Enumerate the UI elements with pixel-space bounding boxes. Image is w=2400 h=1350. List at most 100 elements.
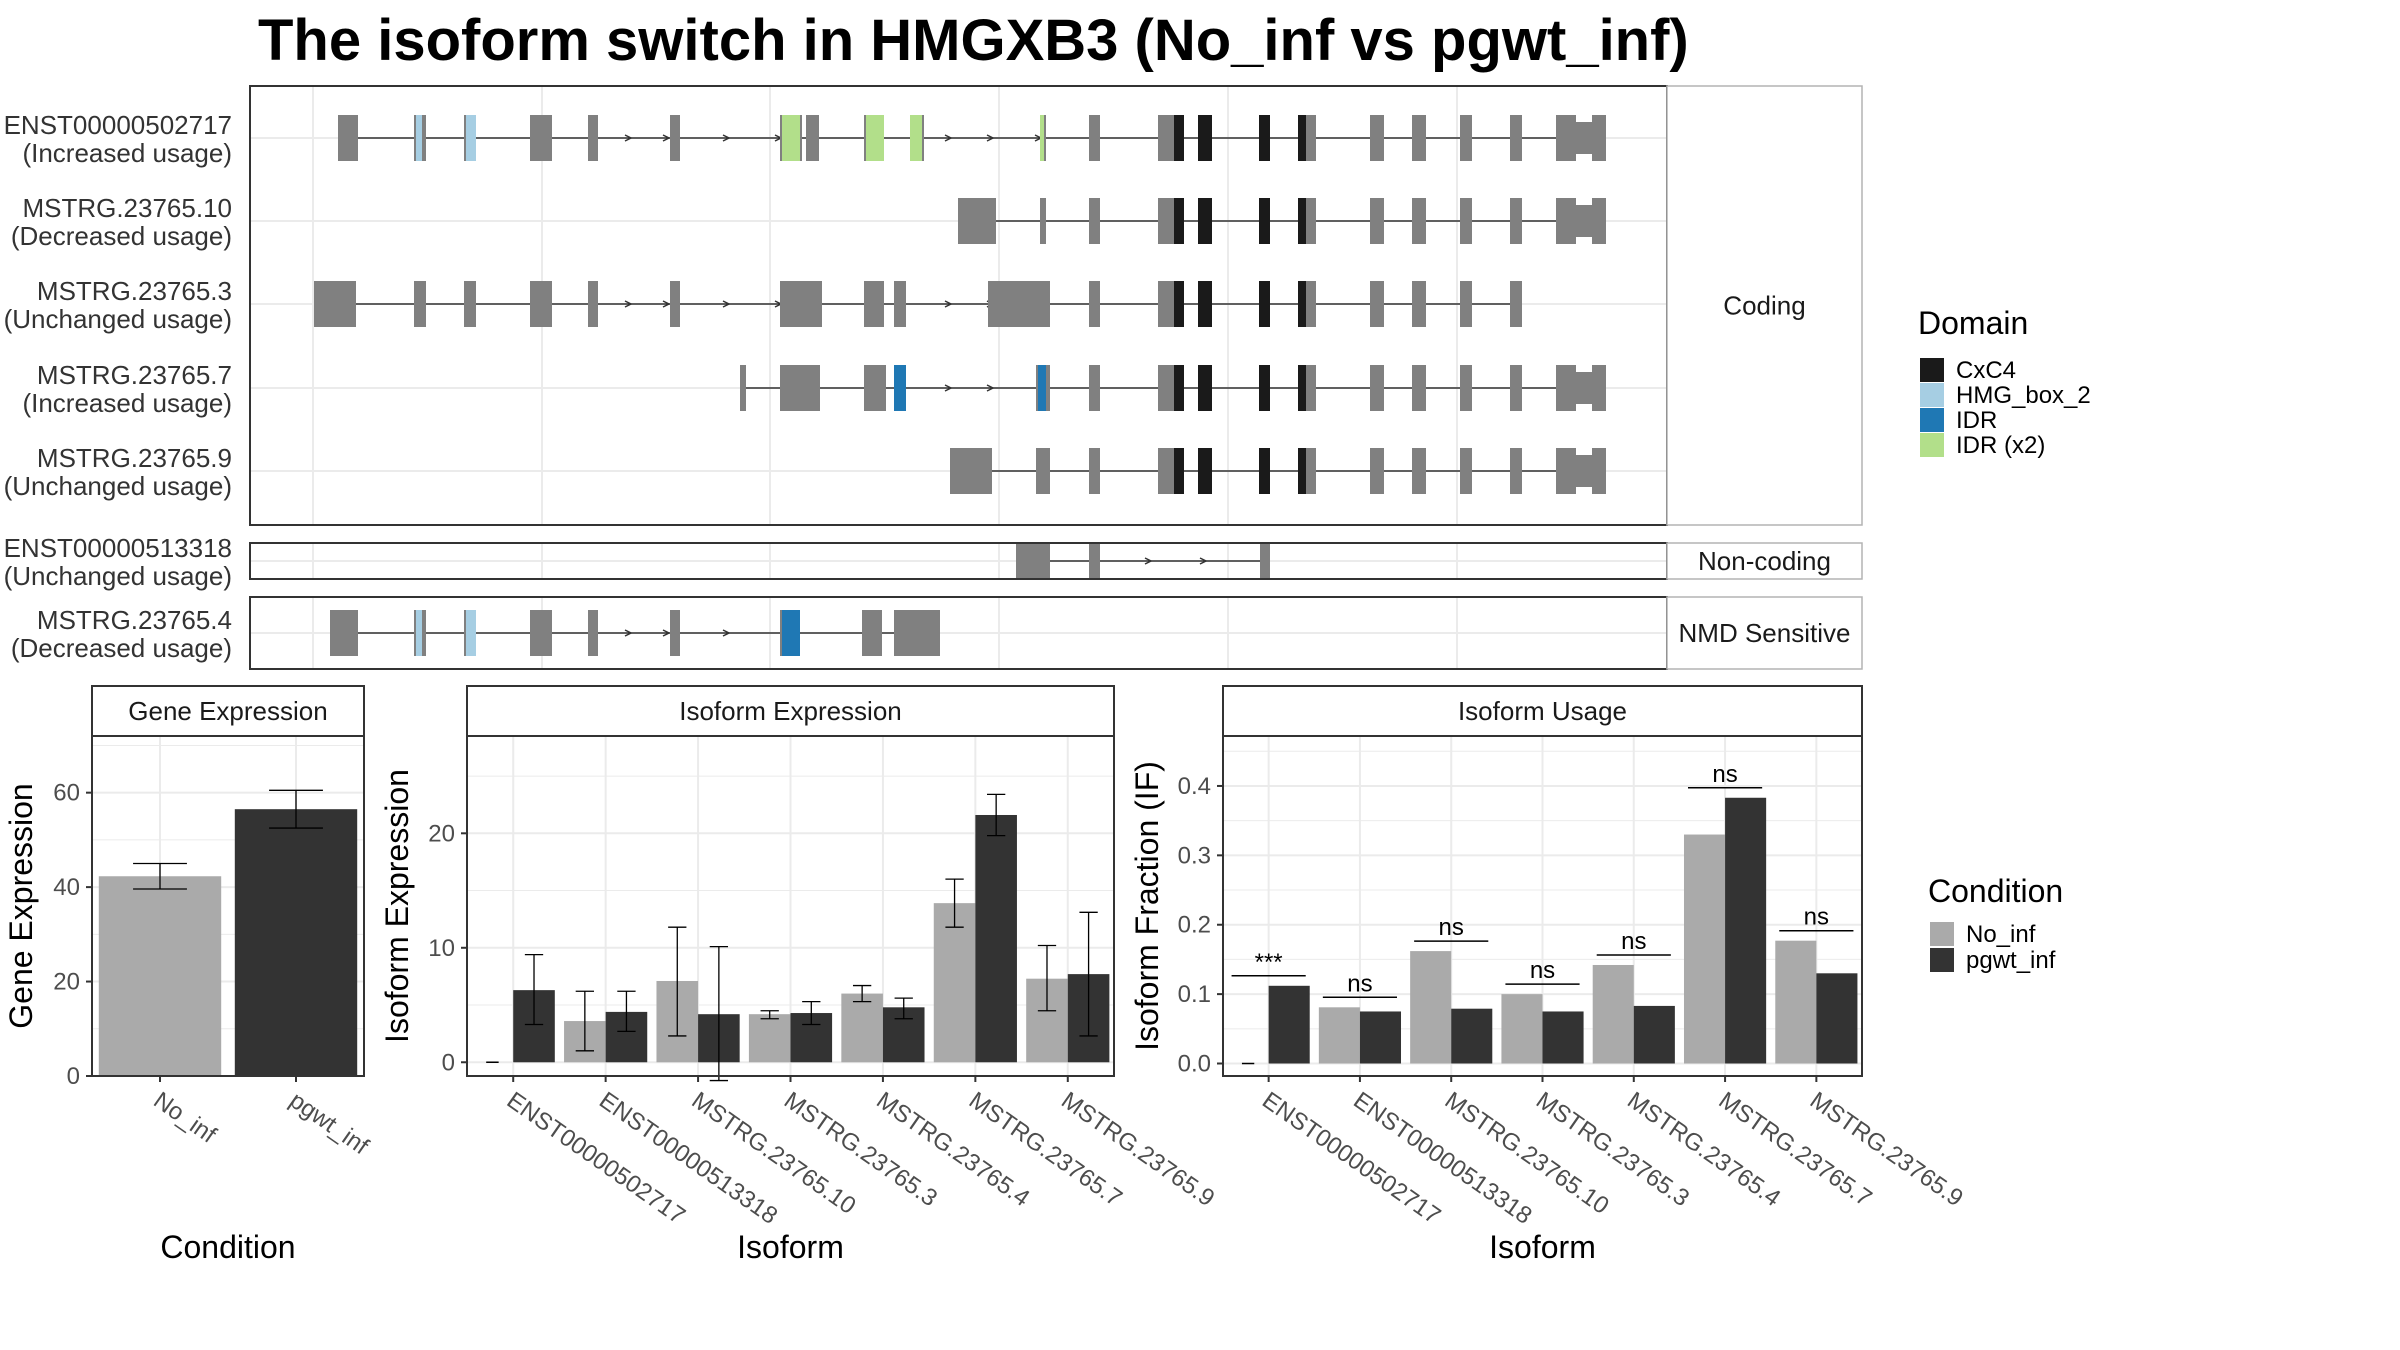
bar (748, 1014, 791, 1063)
exon (1460, 198, 1472, 244)
intron-arrow (662, 629, 671, 637)
domain-block (466, 115, 476, 161)
intron-arrow (986, 134, 995, 142)
utr-exon (1576, 205, 1606, 237)
transcript-id: MSTRG.23765.3 (37, 276, 232, 306)
intron-arrow (944, 300, 953, 308)
exon (1412, 448, 1426, 494)
exon (1412, 198, 1426, 244)
exon (894, 281, 906, 327)
x-tick-label: MSTRG.23765.7 (1714, 1087, 1877, 1212)
domain-block (782, 115, 800, 161)
transcript-id: MSTRG.23765.7 (37, 360, 232, 390)
transcript-usage: (Increased usage) (22, 388, 232, 418)
domain-block (1198, 115, 1212, 161)
domain-block (1259, 365, 1270, 411)
panel-strip (91, 685, 365, 737)
legend-key (1920, 383, 1944, 407)
domain-block (1174, 448, 1184, 494)
significance-label: ns (1530, 957, 1555, 984)
exon (1370, 198, 1384, 244)
panel-strip (1222, 685, 1863, 737)
transcript-label: MSTRG.23765.4 (Decreased usage) (11, 605, 232, 663)
bar (1725, 797, 1767, 1064)
transcript-label: MSTRG.23765.7 (Increased usage) (22, 360, 232, 418)
transcript-id: MSTRG.23765.10 (22, 193, 232, 223)
exon (1556, 115, 1576, 161)
y-axis-title: Isoform Fraction (IF) (1129, 761, 1165, 1051)
y-tick-label: 60 (53, 780, 80, 807)
exon (1460, 115, 1472, 161)
transcript-track (958, 198, 1606, 244)
domain-block (416, 115, 422, 161)
y-tick-label: 0.1 (1178, 981, 1211, 1008)
bar (1501, 994, 1543, 1064)
y-tick-label: 10 (428, 935, 455, 962)
intron-arrow (944, 134, 953, 142)
bar (1359, 1011, 1402, 1064)
facet-strip (1666, 596, 1863, 670)
exon (1089, 198, 1100, 244)
intron-arrow (944, 384, 953, 392)
facet-strip (1666, 85, 1863, 526)
legend-key (1930, 948, 1954, 972)
exon (670, 610, 680, 656)
domain-block (1298, 365, 1306, 411)
x-tick-label: No_inf (149, 1087, 222, 1149)
gene-expression-chart: Gene Expression 0 20 40 60 No_inf pgwt_inf Cond… (3, 685, 374, 1265)
x-tick-label: MSTRG.23765.7 (964, 1087, 1127, 1212)
exon (338, 115, 358, 161)
bar (1542, 1011, 1584, 1064)
transcript-usage: (Unchanged usage) (4, 304, 232, 334)
legend-label: IDR (1956, 407, 1997, 434)
domain-block (1259, 198, 1270, 244)
figure-title: The isoform switch in HMGXB3 (No_inf vs … (258, 8, 1689, 73)
intron-arrow (624, 629, 633, 637)
bar (1410, 951, 1452, 1064)
legend-key (1920, 408, 1944, 432)
exon (1370, 115, 1384, 161)
significance-label: ns (1439, 914, 1464, 941)
exon (330, 610, 358, 656)
exon (1158, 281, 1174, 327)
intron-arrow (662, 300, 671, 308)
intron-arrow (624, 134, 633, 142)
x-tick-label: MSTRG.23765.4 (1622, 1087, 1785, 1212)
transcript-label: ENST00000502717 (Increased usage) (4, 110, 232, 168)
exon (1412, 365, 1426, 411)
exon (530, 281, 552, 327)
exon (1510, 115, 1522, 161)
bar (1592, 964, 1634, 1064)
exon (1460, 448, 1472, 494)
exon (1556, 448, 1576, 494)
exon (1510, 448, 1522, 494)
y-tick-label: 40 (53, 874, 80, 901)
transcript-id: MSTRG.23765.9 (37, 443, 232, 473)
transcript-track (314, 281, 1522, 327)
transcript-track (330, 610, 940, 656)
domain-block (1040, 115, 1044, 161)
x-tick-label: MSTRG.23765.4 (871, 1087, 1034, 1212)
exon (1556, 365, 1576, 411)
domain-block (1174, 198, 1184, 244)
exon (1158, 198, 1174, 244)
y-axis-title: Gene Expression (3, 783, 39, 1028)
exon (530, 115, 552, 161)
x-tick-label: MSTRG.23765.3 (1531, 1087, 1694, 1212)
bar (841, 993, 883, 1063)
domain-block (1259, 115, 1270, 161)
exon (1089, 448, 1100, 494)
domain-block (416, 610, 422, 656)
exon (530, 610, 552, 656)
exon (1556, 198, 1576, 244)
bar (1268, 985, 1310, 1064)
domain-block (910, 115, 922, 161)
domain-block (466, 610, 476, 656)
intron-arrow (1199, 557, 1208, 565)
transcript-label: MSTRG.23765.10 (Decreased usage) (11, 193, 232, 251)
legend-label: pgwt_inf (1966, 947, 2056, 974)
bar (975, 814, 1017, 1063)
exon (862, 610, 870, 656)
legend-key (1920, 358, 1944, 382)
